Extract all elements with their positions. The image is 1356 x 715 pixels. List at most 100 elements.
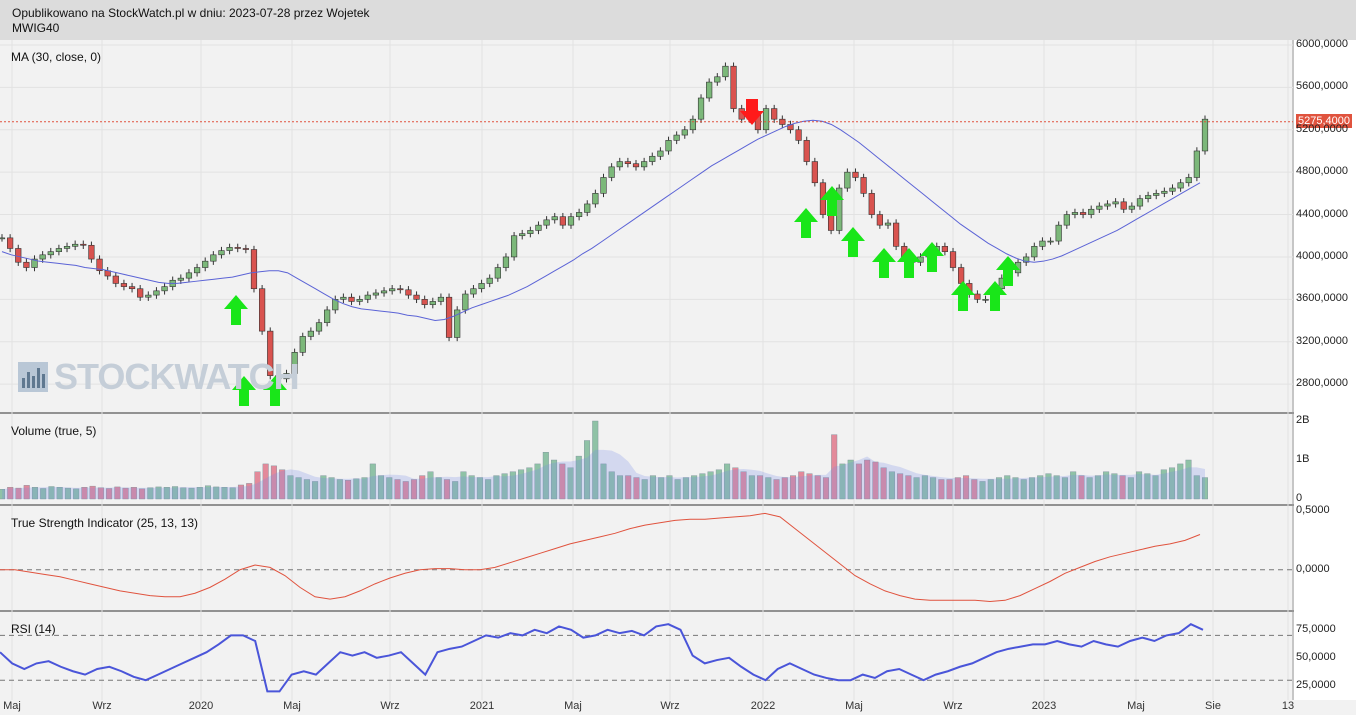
volume-bar xyxy=(518,469,525,500)
candle-body xyxy=(673,134,680,141)
volume-bar xyxy=(954,477,961,500)
candle-body xyxy=(437,296,445,302)
candle-body xyxy=(1128,205,1135,210)
volume-bar xyxy=(551,459,558,500)
volume-axis-tick: 2B xyxy=(1296,414,1310,426)
last-price-tag: 5275,4000 xyxy=(1296,114,1352,128)
volume-bar xyxy=(1193,475,1200,500)
volume-bar xyxy=(592,420,599,500)
x-axis-label: 2022 xyxy=(750,700,776,712)
volume-bar xyxy=(806,473,813,500)
price-axis-tick: 6000,0000 xyxy=(1296,38,1348,50)
stockwatch-watermark: STOCKWATCH xyxy=(18,356,300,397)
volume-bar xyxy=(287,475,294,500)
volume-bar xyxy=(204,485,211,500)
candle-body xyxy=(714,76,721,83)
x-axis-label: Sie xyxy=(1205,700,1221,712)
volume-bar xyxy=(732,467,739,500)
x-axis-label: 2023 xyxy=(1031,700,1057,712)
candle-body xyxy=(730,65,737,109)
volume-bar xyxy=(1201,477,1208,500)
candle-body xyxy=(193,267,201,274)
x-axis-label: Maj xyxy=(564,700,582,712)
candle-body xyxy=(1023,256,1030,263)
tsi-axis-tick: 0,0000 xyxy=(1296,562,1330,575)
candle-body xyxy=(250,249,258,290)
candle-body xyxy=(63,246,71,249)
volume-bar xyxy=(353,478,360,500)
volume-bar xyxy=(930,477,937,500)
volume-bar xyxy=(625,475,632,500)
volume-bar xyxy=(114,486,121,500)
volume-bar xyxy=(23,485,30,500)
volume-bar xyxy=(1127,477,1134,500)
candle-body xyxy=(1120,201,1127,210)
candle-body xyxy=(31,258,38,268)
price-axis-tick: 5600,0000 xyxy=(1296,80,1348,93)
volume-bar xyxy=(996,477,1003,500)
candle-body xyxy=(128,286,136,290)
candle-body xyxy=(616,161,623,168)
volume-bar xyxy=(872,461,879,500)
volume-bar xyxy=(320,475,327,500)
candle-body xyxy=(567,216,575,226)
candle-body xyxy=(202,260,209,268)
candle-body xyxy=(949,251,957,268)
candle-body xyxy=(681,129,688,136)
buy-signal-arrow-icon xyxy=(897,248,921,278)
volume-bar xyxy=(1053,475,1060,500)
volume-bar xyxy=(1004,475,1011,500)
candle-body xyxy=(689,118,697,131)
volume-bar xyxy=(15,487,22,500)
candle-body xyxy=(1145,195,1152,199)
candle-body xyxy=(120,283,128,287)
volume-bar xyxy=(1185,459,1192,500)
volume-bar xyxy=(1169,467,1176,500)
buy-signal-arrow-icon xyxy=(263,376,287,406)
volume-bar xyxy=(1020,479,1027,500)
stockwatch-logo-icon xyxy=(18,362,48,392)
candle-body xyxy=(1153,193,1160,196)
candle-body xyxy=(462,293,469,311)
candle-body xyxy=(348,296,355,302)
candle-body xyxy=(1096,205,1103,210)
candle-body xyxy=(697,97,705,120)
volume-bar xyxy=(839,463,846,500)
volume-bar xyxy=(715,469,722,500)
volume-bar xyxy=(699,473,706,500)
candle-body xyxy=(242,248,249,250)
candle-body xyxy=(827,214,835,231)
volume-bar xyxy=(600,463,607,500)
candle-body xyxy=(356,299,363,302)
candle-body xyxy=(47,251,54,256)
candle-body xyxy=(1088,208,1095,215)
candle-body xyxy=(39,254,46,260)
candle-body xyxy=(177,277,184,281)
candle-body xyxy=(1169,187,1176,192)
volume-bar xyxy=(7,487,14,500)
volume-bar xyxy=(213,486,220,500)
volume-bar xyxy=(897,473,904,500)
candle-body xyxy=(543,219,550,226)
volume-bar xyxy=(221,487,228,500)
x-axis-label: Wrz xyxy=(943,700,963,712)
buy-signal-arrow-icon xyxy=(996,256,1020,286)
volume-bar xyxy=(485,479,492,500)
volume-axis-tick: 1B xyxy=(1296,453,1310,465)
candle-body xyxy=(519,233,526,237)
volume-bar xyxy=(328,477,335,500)
volume-bar xyxy=(1094,475,1101,500)
candle-body xyxy=(706,81,713,99)
volume-bar xyxy=(880,467,887,500)
candle-body xyxy=(372,292,380,296)
candle-body xyxy=(722,65,729,78)
tsi-line xyxy=(0,512,1201,602)
volume-bar xyxy=(921,475,928,500)
candle-body xyxy=(478,283,485,290)
volume-bar xyxy=(122,487,129,500)
volume-pane-label: Volume (true, 5) xyxy=(11,424,97,438)
volume-bar xyxy=(773,479,780,500)
candle-body xyxy=(1071,212,1079,215)
volume-bar xyxy=(608,471,615,500)
